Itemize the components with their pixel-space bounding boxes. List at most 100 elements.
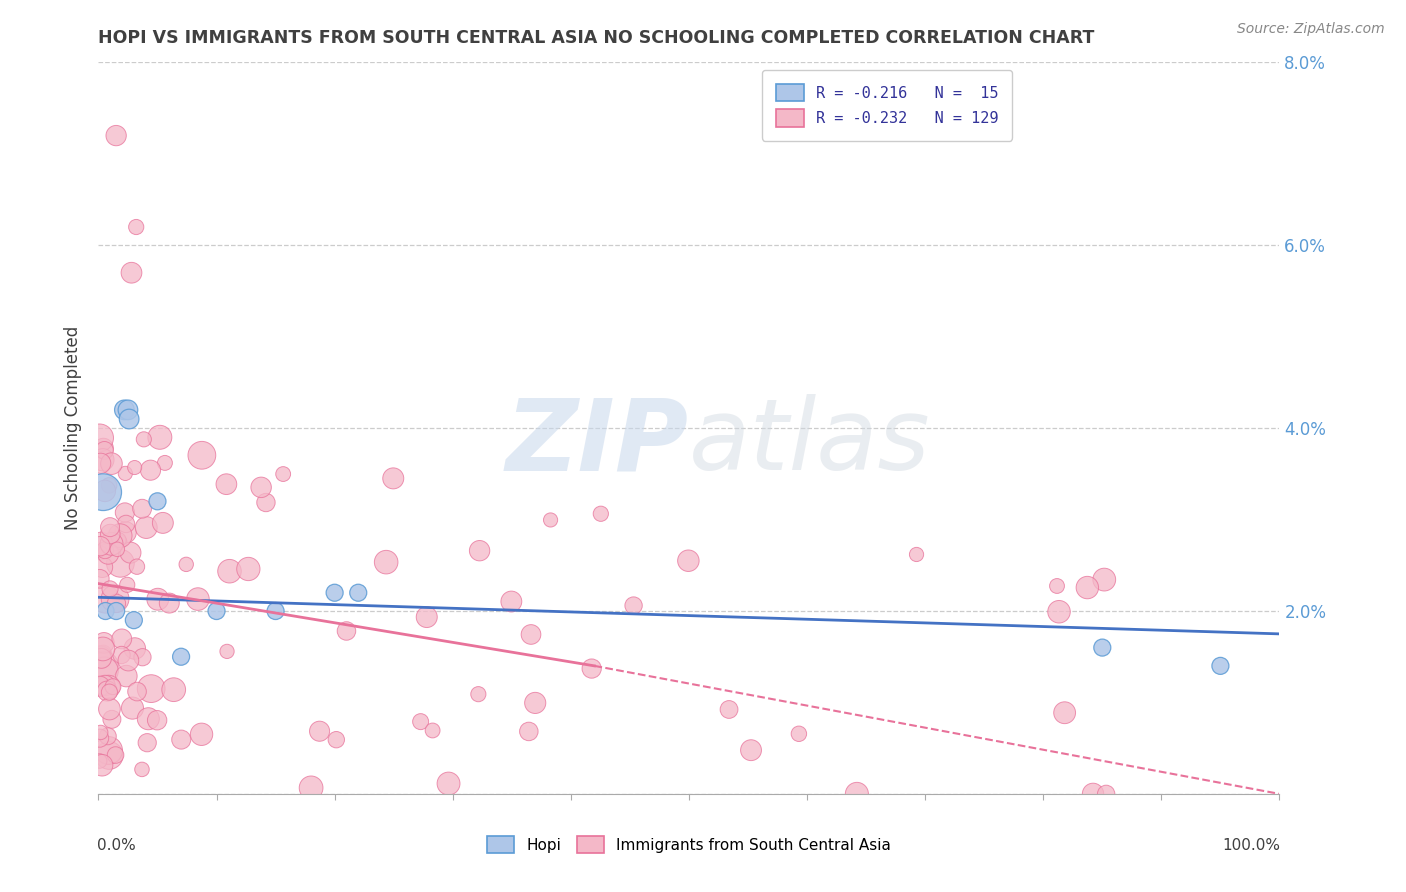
Point <box>136 712 159 726</box>
Point <box>98 520 121 534</box>
Point <box>416 610 439 624</box>
Point <box>91 560 114 574</box>
Point <box>264 604 287 618</box>
Point <box>89 650 111 665</box>
Point <box>1209 658 1232 673</box>
Point <box>93 636 115 650</box>
Point <box>105 596 128 610</box>
Point <box>91 758 114 772</box>
Point <box>89 546 111 560</box>
Y-axis label: No Schooling Completed: No Schooling Completed <box>65 326 83 530</box>
Point <box>524 696 547 710</box>
Point <box>121 701 143 715</box>
Point <box>94 592 117 607</box>
Point <box>114 506 136 520</box>
Point <box>124 641 146 656</box>
Point <box>540 513 562 527</box>
Point <box>146 713 169 727</box>
Point <box>98 478 121 492</box>
Point <box>93 646 115 660</box>
Point <box>215 477 238 491</box>
Point <box>104 747 127 762</box>
Point <box>623 599 645 613</box>
Point <box>125 220 148 235</box>
Point <box>1076 581 1098 595</box>
Point <box>110 557 132 571</box>
Point <box>135 520 157 534</box>
Point <box>91 485 114 500</box>
Point <box>117 403 139 417</box>
Point <box>520 627 543 641</box>
Point <box>422 723 444 738</box>
Point <box>93 441 115 455</box>
Point <box>589 507 612 521</box>
Point <box>170 649 193 664</box>
Point <box>91 452 114 467</box>
Point <box>205 604 228 618</box>
Point <box>905 548 928 562</box>
Point <box>1081 787 1104 801</box>
Point <box>98 702 121 716</box>
Point <box>122 613 145 627</box>
Point <box>100 537 122 551</box>
Point <box>105 128 128 143</box>
Point <box>409 714 432 729</box>
Point <box>787 727 810 741</box>
Point <box>170 732 193 747</box>
Point <box>98 748 121 763</box>
Point <box>120 546 142 560</box>
Point <box>468 543 491 558</box>
Point <box>1091 640 1114 655</box>
Point <box>149 430 172 444</box>
Point <box>104 591 127 606</box>
Point <box>131 650 153 665</box>
Point <box>108 535 131 549</box>
Point <box>115 516 138 531</box>
Point <box>1092 573 1115 587</box>
Point <box>131 763 153 777</box>
Point <box>89 539 111 553</box>
Point <box>174 558 197 572</box>
Point <box>105 604 128 618</box>
Point <box>250 480 273 494</box>
Text: ZIP: ZIP <box>506 394 689 491</box>
Point <box>105 542 128 557</box>
Point <box>740 743 762 757</box>
Point <box>132 433 155 447</box>
Point <box>97 743 120 757</box>
Text: 0.0%: 0.0% <box>97 838 136 853</box>
Point <box>437 776 460 790</box>
Point <box>191 448 214 462</box>
Point <box>90 456 112 470</box>
Text: HOPI VS IMMIGRANTS FROM SOUTH CENTRAL ASIA NO SCHOOLING COMPLETED CORRELATION CH: HOPI VS IMMIGRANTS FROM SOUTH CENTRAL AS… <box>98 29 1095 47</box>
Point <box>218 564 240 578</box>
Point <box>153 456 176 470</box>
Point <box>146 592 169 607</box>
Point <box>375 555 398 569</box>
Point <box>335 624 357 638</box>
Point <box>117 654 139 668</box>
Point <box>718 702 741 716</box>
Point <box>91 642 114 657</box>
Legend: Hopi, Immigrants from South Central Asia: Hopi, Immigrants from South Central Asia <box>481 830 897 859</box>
Point <box>89 731 111 746</box>
Point <box>238 562 260 576</box>
Point <box>89 431 111 445</box>
Point <box>347 585 370 599</box>
Point <box>110 648 132 662</box>
Point <box>1053 706 1076 720</box>
Point <box>93 664 115 678</box>
Point <box>299 780 322 795</box>
Point <box>125 684 148 698</box>
Point <box>89 679 111 693</box>
Point <box>97 729 120 743</box>
Point <box>112 403 135 417</box>
Point <box>187 592 209 607</box>
Point <box>114 525 136 540</box>
Point <box>146 494 169 508</box>
Point <box>90 725 112 739</box>
Point <box>107 533 129 547</box>
Point <box>325 732 347 747</box>
Point <box>89 572 111 586</box>
Point <box>215 644 238 658</box>
